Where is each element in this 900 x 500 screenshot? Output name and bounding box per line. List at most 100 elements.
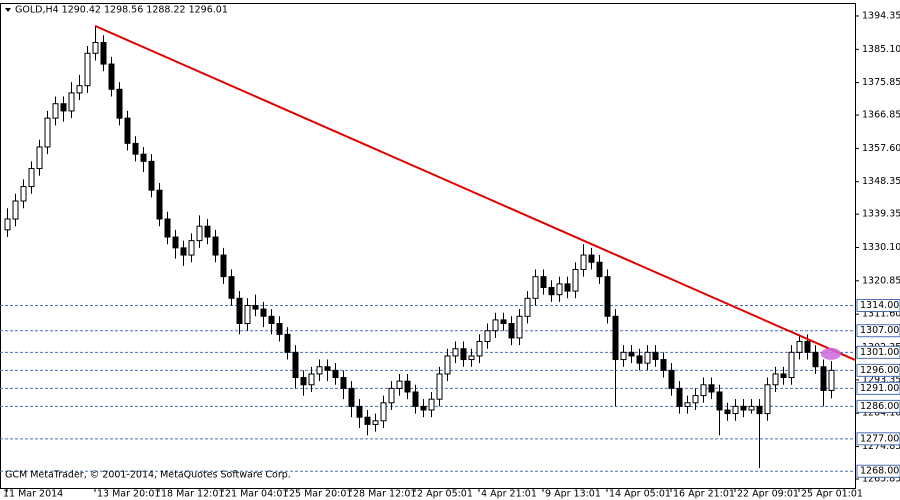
- y-tick-label: 1366.85: [862, 110, 900, 121]
- candle-body: [420, 405, 427, 411]
- candle-body: [604, 276, 611, 317]
- x-tick-label: 9 Apr 13:01: [545, 489, 601, 500]
- candle-body: [588, 254, 595, 263]
- candle-body: [84, 52, 91, 87]
- level-box: [856, 345, 900, 359]
- level-label: 1301.00: [860, 347, 899, 358]
- candle-body: [428, 398, 435, 411]
- menu-icon: [5, 8, 11, 12]
- candle-body: [148, 160, 155, 191]
- y-tick-label: 1330.10: [862, 242, 900, 253]
- x-tick-label: 2 Apr 05:01: [417, 489, 473, 500]
- level-label: 1291.00: [860, 383, 899, 394]
- candle-body: [156, 189, 163, 220]
- candle-body: [124, 117, 131, 144]
- candle-body: [580, 254, 587, 270]
- candle-body: [252, 304, 259, 310]
- y-tick-label: 1394.35: [862, 10, 900, 21]
- candle-body: [204, 225, 211, 238]
- candle-body: [508, 323, 515, 339]
- level-label: 1286.00: [860, 401, 899, 412]
- candle-body: [276, 323, 283, 335]
- candle-body: [796, 341, 803, 353]
- candle-body: [612, 315, 619, 361]
- candle-body: [380, 402, 387, 422]
- candle-body: [268, 315, 275, 325]
- candle-body: [700, 384, 707, 397]
- level-box: [856, 363, 900, 377]
- candle-body: [308, 373, 315, 386]
- x-tick-label: 22 Apr 09:01: [737, 489, 799, 500]
- candle-body: [340, 377, 347, 389]
- candle-body: [12, 200, 19, 220]
- candle-body: [212, 236, 219, 256]
- x-tick-label: 25 Mar 20:01: [289, 489, 352, 500]
- highlight-marker: [821, 347, 841, 360]
- candle-body: [364, 416, 371, 425]
- y-tick-label: 1320.85: [862, 275, 900, 286]
- candle-body: [708, 384, 715, 393]
- candle-body: [820, 366, 827, 391]
- candle-body: [628, 351, 635, 357]
- candle-body: [140, 153, 147, 162]
- candle-body: [740, 405, 747, 411]
- candle-body: [76, 85, 83, 94]
- candle-body: [692, 395, 699, 404]
- candle-body: [564, 283, 571, 292]
- candle-body: [436, 373, 443, 400]
- candle-body: [396, 380, 403, 389]
- y-tick-label: 1274.85: [862, 441, 900, 452]
- candle-body: [524, 297, 531, 317]
- candle-body: [404, 380, 411, 393]
- candle-body: [116, 88, 123, 119]
- candle-body: [292, 351, 299, 379]
- candle-body: [388, 387, 395, 404]
- candle-body: [220, 254, 227, 278]
- level-box: [856, 432, 900, 446]
- candle-body: [484, 330, 491, 343]
- level-label: 1314.00: [860, 300, 899, 311]
- candle-body: [468, 355, 475, 361]
- y-tick-label: 1357.60: [862, 143, 900, 154]
- x-tick-label: 25 Apr 01:01: [801, 489, 863, 500]
- candle-body: [756, 405, 763, 415]
- y-tick-label: 1339.35: [862, 209, 900, 220]
- candle-body: [172, 236, 179, 249]
- candle-body: [356, 405, 363, 418]
- candle-body: [660, 359, 667, 371]
- candle-body: [548, 286, 555, 296]
- level-box: [856, 324, 900, 338]
- y-tick-label: 1265.85: [862, 473, 900, 484]
- candle-body: [684, 402, 691, 407]
- candle-body: [716, 391, 723, 411]
- level-label: 1268.00: [860, 466, 899, 477]
- candle-body: [636, 355, 643, 364]
- x-tick-label: 16 Apr 21:01: [673, 489, 735, 500]
- candle-body: [196, 225, 203, 242]
- level-label: 1296.00: [860, 365, 899, 376]
- candle-body: [164, 218, 171, 238]
- candle-body: [596, 261, 603, 278]
- candle-body: [52, 103, 59, 119]
- candle-body: [92, 41, 99, 54]
- candle-body: [572, 268, 579, 292]
- candle-body: [412, 391, 419, 407]
- candle-body: [36, 146, 43, 170]
- level-box: [856, 399, 900, 413]
- candle-body: [812, 351, 819, 368]
- candle-body: [68, 92, 75, 112]
- candle-body: [244, 304, 251, 325]
- candle-body: [492, 319, 499, 332]
- candle-body: [4, 218, 11, 231]
- candle-body: [228, 276, 235, 299]
- candle-body: [332, 369, 339, 379]
- candle-body: [236, 297, 243, 325]
- y-tick-label: 1311.60: [862, 309, 900, 320]
- candle-body: [476, 341, 483, 357]
- candle-body: [100, 41, 107, 65]
- candle-body: [732, 405, 739, 415]
- candle-body: [644, 351, 651, 364]
- plot-frame: [0, 3, 856, 489]
- candle-body: [540, 276, 547, 288]
